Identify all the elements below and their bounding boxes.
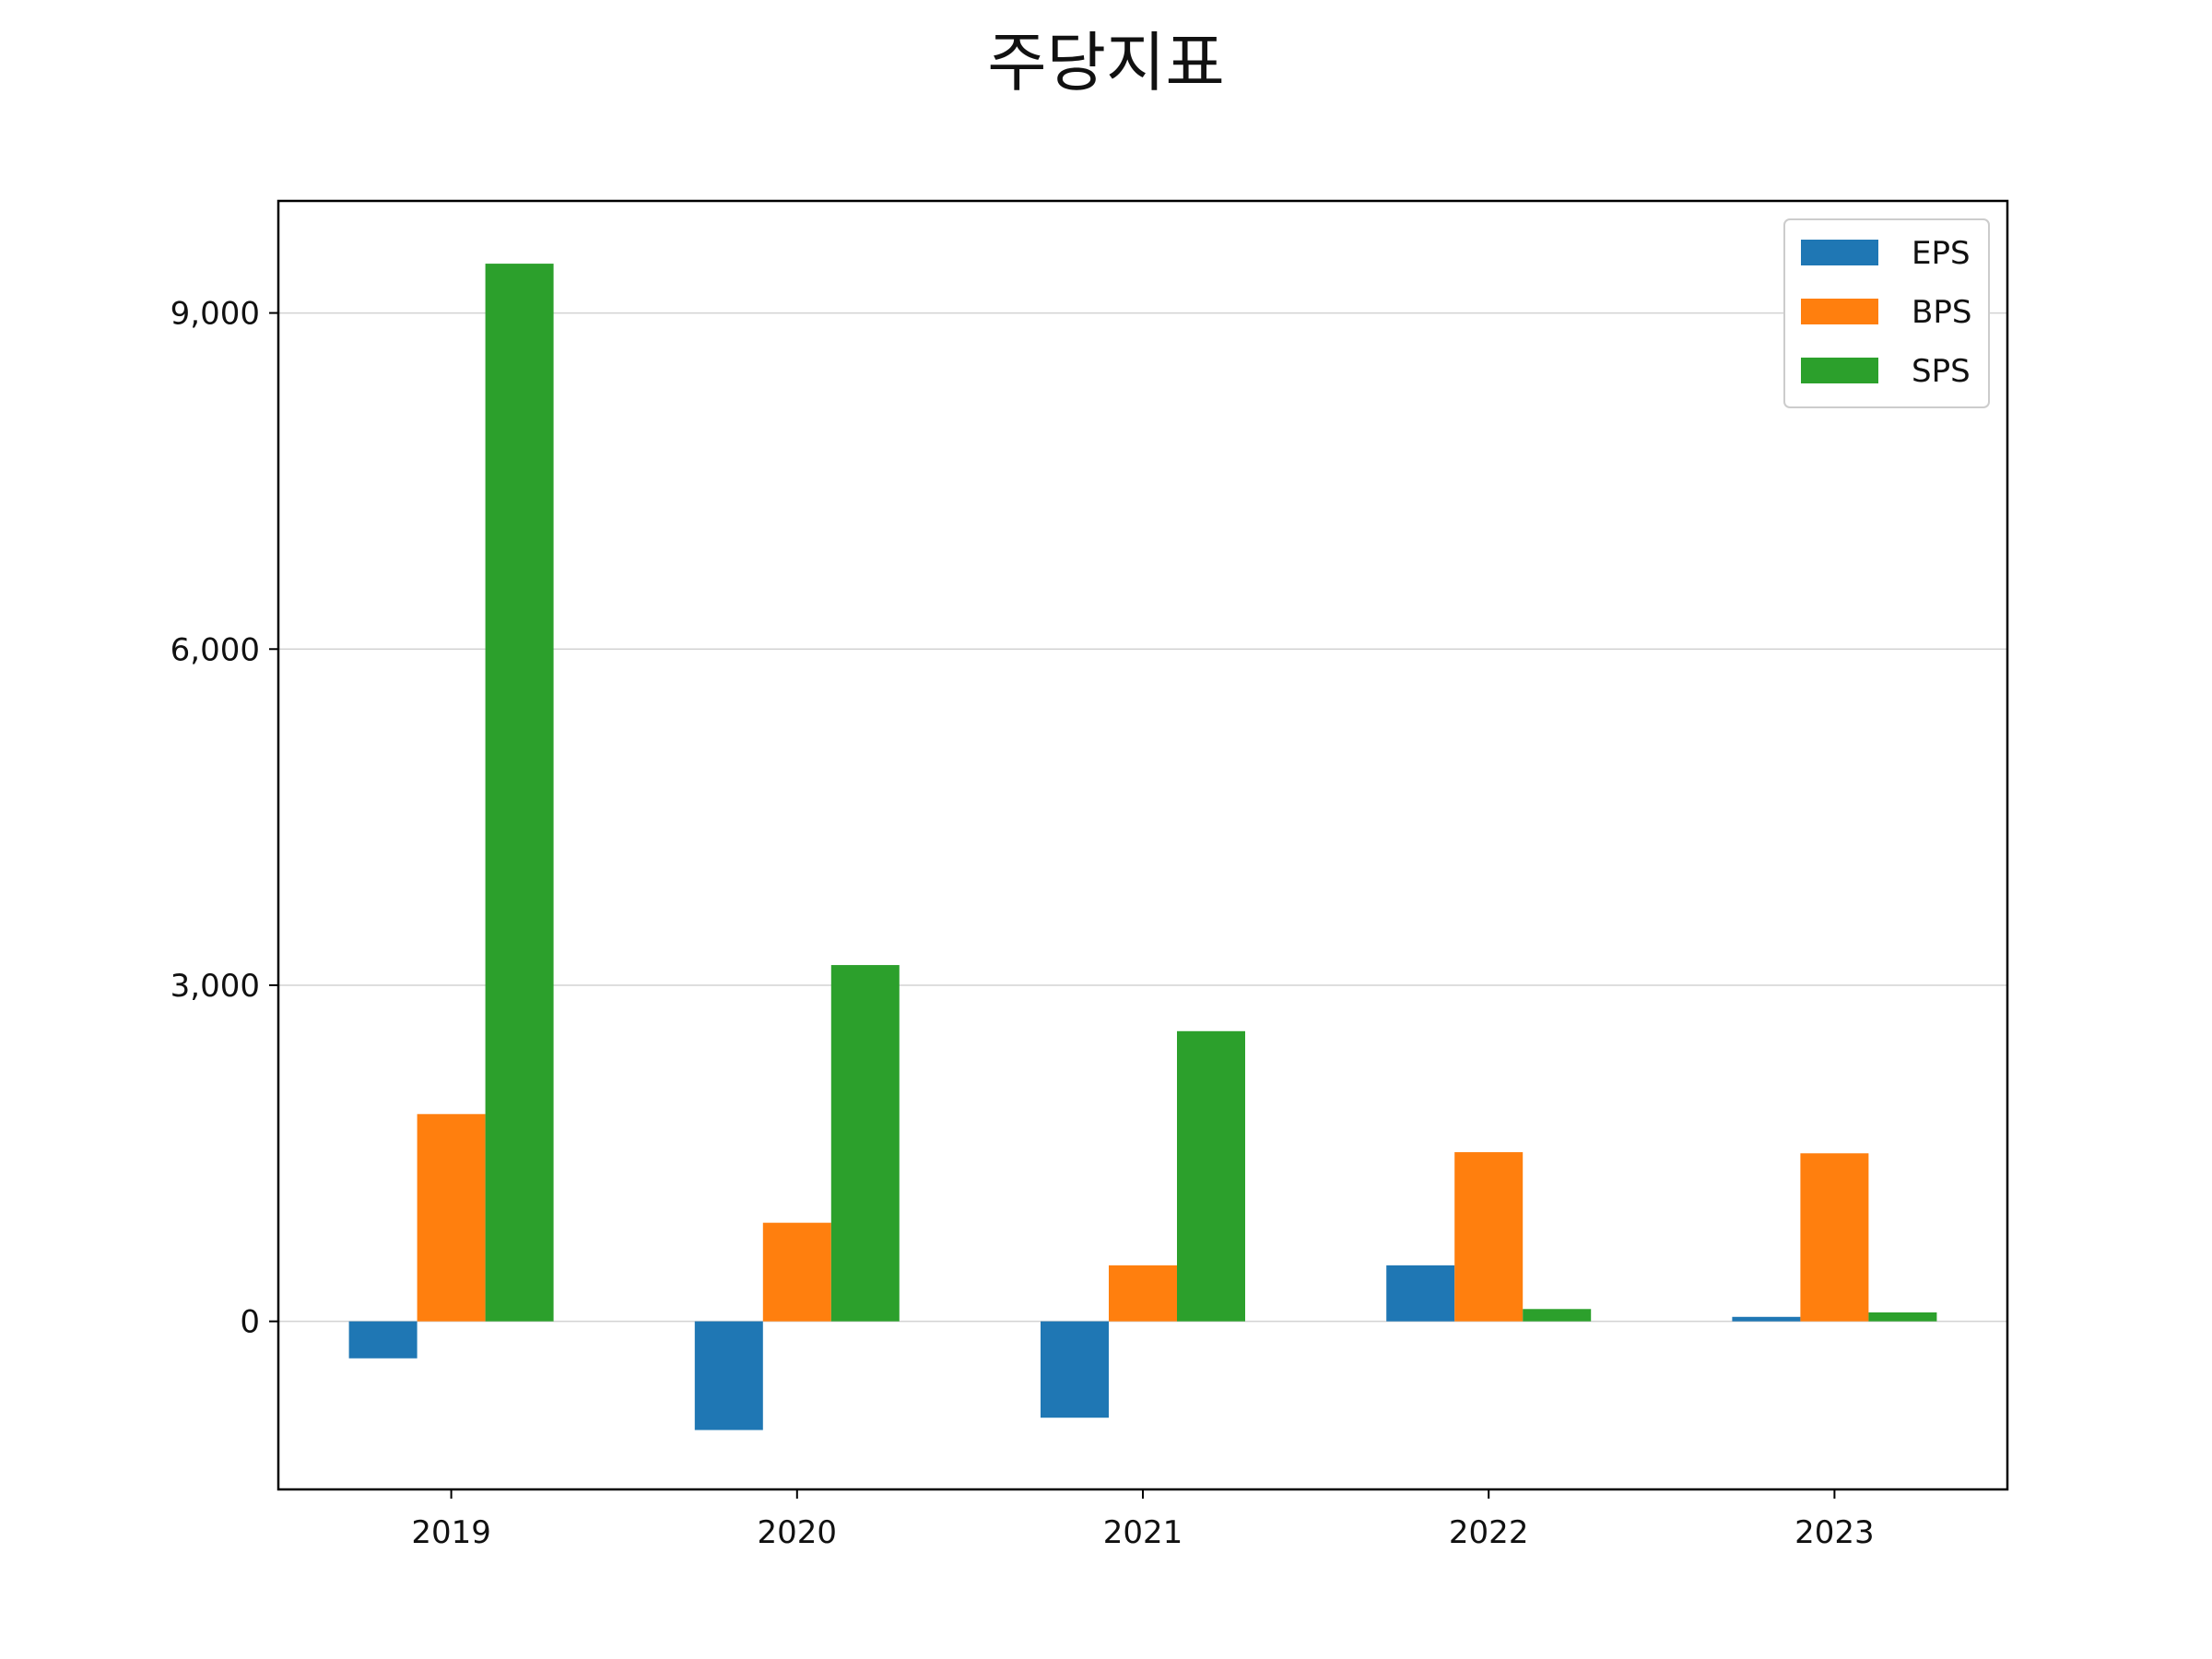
bar-eps-2019	[348, 1321, 418, 1359]
bar-sps-2022	[1523, 1309, 1592, 1322]
bar-bps-2021	[1109, 1265, 1177, 1322]
bar-sps-2023	[1868, 1312, 1937, 1322]
y-tick-label: 0	[240, 1304, 260, 1341]
bar-bps-2022	[1454, 1152, 1524, 1322]
bar-bps-2019	[417, 1113, 486, 1322]
bars	[348, 264, 1937, 1430]
legend-swatch-bps	[1801, 299, 1878, 324]
gridlines	[278, 312, 2007, 1323]
legend-swatch-sps	[1801, 358, 1878, 383]
x-tick-label: 2022	[1449, 1514, 1529, 1551]
legend: EPS BPS SPS	[1783, 218, 1990, 408]
y-tick-label: 6,000	[171, 631, 260, 668]
legend-swatch-eps	[1801, 240, 1878, 265]
x-tick-label: 2021	[1103, 1514, 1183, 1551]
y-tick-label: 3,000	[171, 968, 260, 1005]
bar-sps-2021	[1177, 1030, 1245, 1322]
x-tick-label: 2020	[758, 1514, 838, 1551]
x-tick-label: 2019	[411, 1514, 491, 1551]
bar-sps-2019	[485, 264, 554, 1322]
chart-title: 주당지표	[987, 25, 1225, 100]
legend-label-eps: EPS	[1912, 235, 1971, 272]
bar-eps-2022	[1386, 1265, 1455, 1322]
bar-bps-2023	[1800, 1153, 1869, 1322]
bar-sps-2020	[830, 965, 900, 1322]
y-tick-label: 9,000	[171, 296, 260, 333]
bar-eps-2023	[1732, 1316, 1801, 1322]
legend-label-sps: SPS	[1912, 353, 1971, 390]
bar-eps-2021	[1041, 1321, 1109, 1418]
y-axis: 0 3,000 6,000 9,000	[171, 296, 278, 1341]
legend-label-bps: BPS	[1912, 294, 1971, 331]
bar-eps-2020	[694, 1321, 763, 1430]
x-axis: 2019 2020 2021 2022 2023	[411, 1489, 1875, 1551]
x-tick-label: 2023	[1794, 1514, 1875, 1551]
bar-bps-2020	[762, 1222, 831, 1322]
